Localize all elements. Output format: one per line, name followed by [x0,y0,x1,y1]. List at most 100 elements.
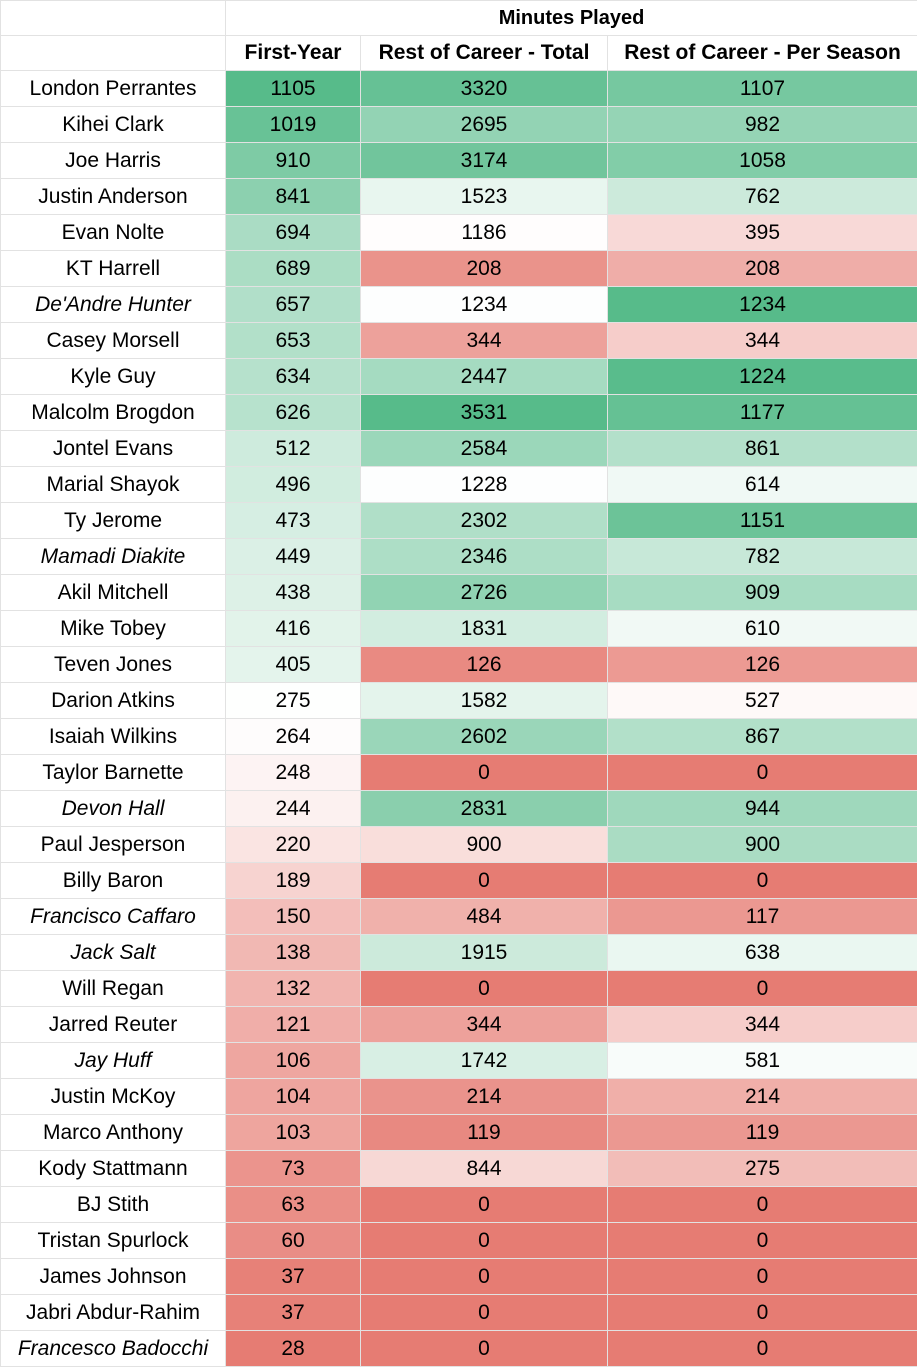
table-row: Francisco Caffaro 150 484 117 [0,898,917,935]
value-cell-rest-per-season: 0 [606,1330,917,1367]
value-cell-rest-total: 0 [360,1186,608,1223]
value-cell-rest-per-season: 395 [606,214,917,251]
value-cell-rest-total: 0 [360,754,608,791]
value-cell-first-year: 496 [225,466,361,503]
table-row: Ty Jerome 473 2302 1151 [0,502,917,539]
table-row: Jabri Abdur-Rahim 37 0 0 [0,1294,917,1331]
value-cell-first-year: 689 [225,250,361,287]
table-row: Jay Huff 106 1742 581 [0,1042,917,1079]
value-cell-rest-per-season: 900 [606,826,917,863]
value-cell-first-year: 248 [225,754,361,791]
table-row: Will Regan 132 0 0 [0,970,917,1007]
table-body: London Perrantes 1105 3320 1107 Kihei Clark 1… [0,70,917,1367]
table-row: Akil Mitchell 438 2726 909 [0,574,917,611]
value-cell-first-year: 275 [225,682,361,719]
value-cell-first-year: 37 [225,1258,361,1295]
table-row: Malcolm Brogdon 626 3531 1177 [0,394,917,431]
player-name-cell: Francesco Badocchi [0,1330,226,1367]
value-cell-rest-per-season: 0 [606,862,917,899]
player-name-cell: Taylor Barnette [0,754,226,791]
table-row: Isaiah Wilkins 264 2602 867 [0,718,917,755]
player-name-cell: Francisco Caffaro [0,898,226,935]
table-row: Jack Salt 138 1915 638 [0,934,917,971]
table-row: BJ Stith 63 0 0 [0,1186,917,1223]
value-cell-first-year: 103 [225,1114,361,1151]
player-name-cell: De'Andre Hunter [0,286,226,323]
table-row: Billy Baron 189 0 0 [0,862,917,899]
table-row: Paul Jesperson 220 900 900 [0,826,917,863]
value-cell-rest-total: 2726 [360,574,608,611]
name-header-cell [0,35,226,71]
column-header-first-year: First-Year [225,35,361,71]
player-name-cell: Casey Morsell [0,322,226,359]
table-row: Justin McKoy 104 214 214 [0,1078,917,1115]
value-cell-rest-total: 1523 [360,178,608,215]
table-row: De'Andre Hunter 657 1234 1234 [0,286,917,323]
table-row: Jarred Reuter 121 344 344 [0,1006,917,1043]
value-cell-rest-per-season: 867 [606,718,917,755]
table-row: James Johnson 37 0 0 [0,1258,917,1295]
table-row: Justin Anderson 841 1523 762 [0,178,917,215]
player-name-cell: KT Harrell [0,250,226,287]
player-name-cell: Justin McKoy [0,1078,226,1115]
table-row: Teven Jones 405 126 126 [0,646,917,683]
player-name-cell: Darion Atkins [0,682,226,719]
value-cell-rest-per-season: 126 [606,646,917,683]
table-row: Evan Nolte 694 1186 395 [0,214,917,251]
table-row: Kody Stattmann 73 844 275 [0,1150,917,1187]
value-cell-rest-per-season: 208 [606,250,917,287]
value-cell-first-year: 634 [225,358,361,395]
player-name-cell: Devon Hall [0,790,226,827]
value-cell-rest-total: 0 [360,1222,608,1259]
value-cell-rest-total: 2584 [360,430,608,467]
value-cell-first-year: 106 [225,1042,361,1079]
value-cell-rest-total: 2302 [360,502,608,539]
value-cell-first-year: 121 [225,1006,361,1043]
value-cell-rest-per-season: 1107 [606,70,917,107]
value-cell-rest-total: 844 [360,1150,608,1187]
value-cell-rest-total: 0 [360,1258,608,1295]
value-cell-first-year: 449 [225,538,361,575]
value-cell-rest-total: 1186 [360,214,608,251]
value-cell-first-year: 37 [225,1294,361,1331]
value-cell-first-year: 63 [225,1186,361,1223]
player-name-cell: Jabri Abdur-Rahim [0,1294,226,1331]
value-cell-rest-per-season: 119 [606,1114,917,1151]
value-cell-first-year: 1105 [225,70,361,107]
value-cell-rest-per-season: 1234 [606,286,917,323]
value-cell-first-year: 910 [225,142,361,179]
value-cell-rest-total: 2831 [360,790,608,827]
table-row: Jontel Evans 512 2584 861 [0,430,917,467]
player-name-cell: BJ Stith [0,1186,226,1223]
value-cell-first-year: 104 [225,1078,361,1115]
value-cell-first-year: 73 [225,1150,361,1187]
value-cell-rest-total: 0 [360,1330,608,1367]
value-cell-rest-per-season: 944 [606,790,917,827]
value-cell-rest-per-season: 614 [606,466,917,503]
value-cell-rest-total: 2602 [360,718,608,755]
player-name-cell: Isaiah Wilkins [0,718,226,755]
value-cell-rest-total: 1915 [360,934,608,971]
value-cell-rest-total: 344 [360,322,608,359]
value-cell-rest-per-season: 610 [606,610,917,647]
value-cell-first-year: 653 [225,322,361,359]
player-name-cell: Tristan Spurlock [0,1222,226,1259]
value-cell-first-year: 60 [225,1222,361,1259]
value-cell-rest-per-season: 0 [606,1222,917,1259]
table-row: Kyle Guy 634 2447 1224 [0,358,917,395]
value-cell-first-year: 841 [225,178,361,215]
value-cell-rest-total: 1831 [360,610,608,647]
value-cell-rest-total: 3174 [360,142,608,179]
player-name-cell: Ty Jerome [0,502,226,539]
player-name-cell: London Perrantes [0,70,226,107]
table-row: Francesco Badocchi 28 0 0 [0,1330,917,1367]
player-name-cell: Kyle Guy [0,358,226,395]
value-cell-rest-per-season: 117 [606,898,917,935]
table-row: Taylor Barnette 248 0 0 [0,754,917,791]
table-row: Tristan Spurlock 60 0 0 [0,1222,917,1259]
value-cell-first-year: 694 [225,214,361,251]
value-cell-first-year: 626 [225,394,361,431]
player-name-cell: Mamadi Diakite [0,538,226,575]
value-cell-rest-total: 119 [360,1114,608,1151]
